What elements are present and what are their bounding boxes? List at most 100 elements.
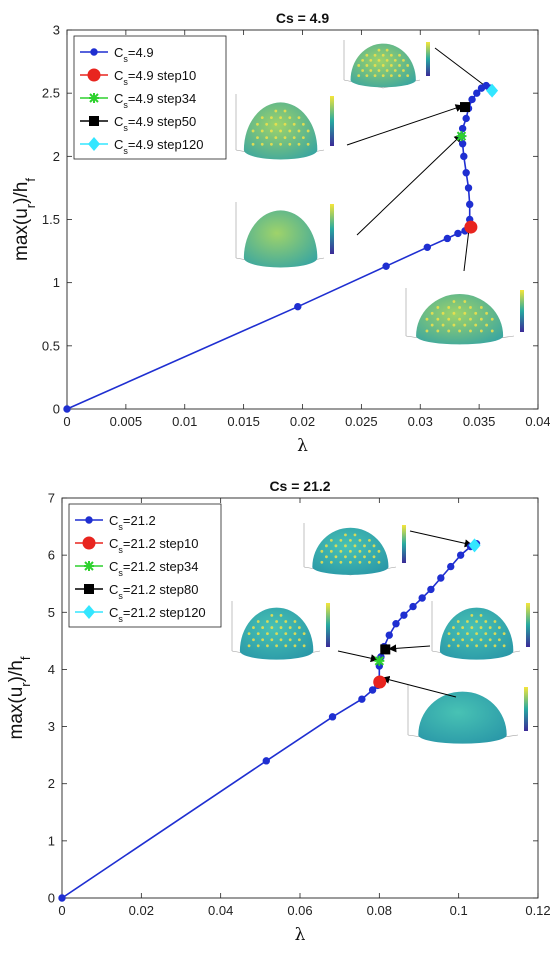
x-tick-label: 0.08 — [367, 903, 392, 918]
dome-spot — [466, 620, 469, 623]
dome-spot — [385, 69, 389, 72]
dome-spot — [458, 329, 461, 333]
dome-spot — [502, 644, 506, 648]
data-point — [63, 405, 71, 413]
legend-sub: s — [123, 100, 128, 110]
legend-entry: Cs=4.9 step50 — [114, 114, 196, 133]
dome-spot — [274, 109, 278, 113]
dome-spot — [469, 317, 472, 321]
dome-spot — [261, 638, 265, 642]
inset-dome-step120 — [405, 288, 524, 345]
dome-spot — [292, 122, 296, 126]
legend-text: C — [109, 582, 118, 597]
inset-dome-step34 — [235, 94, 334, 160]
dome-spot — [349, 560, 352, 564]
dome-spot — [275, 632, 278, 636]
y-label-sub: f — [18, 656, 33, 660]
star-stroke — [84, 561, 94, 571]
x-tick-label: 0.01 — [172, 414, 197, 429]
data-point — [473, 89, 481, 97]
dome-spot — [475, 632, 478, 636]
dome-spot — [463, 323, 467, 327]
dome-spot — [452, 638, 455, 642]
dome-spot — [369, 58, 373, 62]
y-label-part: )/h — [6, 660, 27, 682]
x-tick-label: 0.12 — [525, 903, 550, 918]
dome-spot — [349, 538, 352, 542]
y-tick-label: 2 — [53, 149, 60, 164]
dome-spot — [344, 544, 347, 548]
dome-spot — [270, 626, 274, 629]
dome-spot — [452, 300, 456, 303]
dome-spot — [372, 555, 376, 559]
legend-text: =4.9 step120 — [128, 137, 204, 152]
dome-spot — [279, 116, 282, 120]
legend-marker — [83, 605, 95, 619]
dome-spot — [329, 538, 333, 542]
dome-spot — [301, 122, 305, 126]
y-tick-label: 0 — [48, 891, 55, 906]
inset-dome-step120 — [407, 685, 528, 744]
dome-spot — [306, 142, 310, 146]
data-point — [58, 894, 66, 902]
dome-spot — [398, 64, 401, 67]
legend-sub: s — [123, 146, 128, 156]
legend-sub: s — [118, 522, 123, 532]
dome-spot — [279, 626, 283, 629]
data-point — [462, 169, 470, 177]
x-tick-label: 0.04 — [208, 903, 233, 918]
step-marker — [373, 675, 387, 689]
inset-dome-step10 — [343, 40, 430, 89]
y-label-part: max(u — [11, 208, 32, 261]
dome-spot — [247, 644, 251, 648]
inset-colorbar — [326, 603, 330, 647]
x-tick-label: 0.005 — [110, 414, 143, 429]
dome-spot — [353, 555, 357, 559]
dome-spot — [463, 300, 467, 303]
data-point — [392, 620, 400, 628]
dome-spot — [377, 549, 381, 553]
dome-spot — [344, 533, 347, 537]
dome-spot — [284, 644, 288, 648]
dome-spot — [320, 560, 324, 564]
dome-spot — [447, 317, 451, 321]
dome-spot — [334, 544, 338, 548]
dome-spot — [458, 306, 461, 309]
star-stroke — [456, 131, 467, 141]
legend-entry: Cs=4.9 step120 — [114, 137, 203, 156]
x-tick-label: 0.02 — [290, 414, 315, 429]
dome-spot — [325, 544, 328, 548]
data-point — [294, 302, 302, 311]
dome-spot — [377, 48, 381, 52]
dome-spot — [302, 632, 306, 636]
dome-spot — [357, 74, 361, 78]
dome-spot — [252, 626, 255, 629]
dome-spot — [402, 58, 405, 62]
annotation-arrow — [381, 675, 457, 698]
dome-spot — [385, 58, 389, 62]
inset-colorbar — [524, 687, 528, 731]
legend-text: =4.9 step34 — [128, 91, 196, 106]
dome-spot — [279, 142, 282, 146]
dome-spot — [436, 317, 440, 321]
data-point — [464, 184, 473, 192]
dome-spot — [461, 626, 465, 629]
dome-spot — [288, 142, 292, 146]
dome-spot — [361, 58, 365, 62]
dome-spot — [389, 64, 393, 67]
dome-spot — [475, 644, 478, 648]
dome-spot — [490, 317, 494, 321]
dome-spot — [372, 544, 376, 548]
dome-spot — [265, 136, 269, 140]
dome-spot — [274, 136, 278, 140]
data-point — [458, 140, 467, 148]
dome-spot — [256, 122, 259, 126]
legend-text: =4.9 step10 — [128, 68, 196, 83]
dome-spot — [297, 142, 301, 146]
y-tick-label: 3 — [53, 23, 60, 38]
step-marker — [486, 83, 499, 98]
dome-spot — [377, 69, 381, 72]
dome-spot — [353, 533, 357, 537]
dome-spot — [493, 620, 497, 623]
dome-spot — [349, 549, 352, 553]
